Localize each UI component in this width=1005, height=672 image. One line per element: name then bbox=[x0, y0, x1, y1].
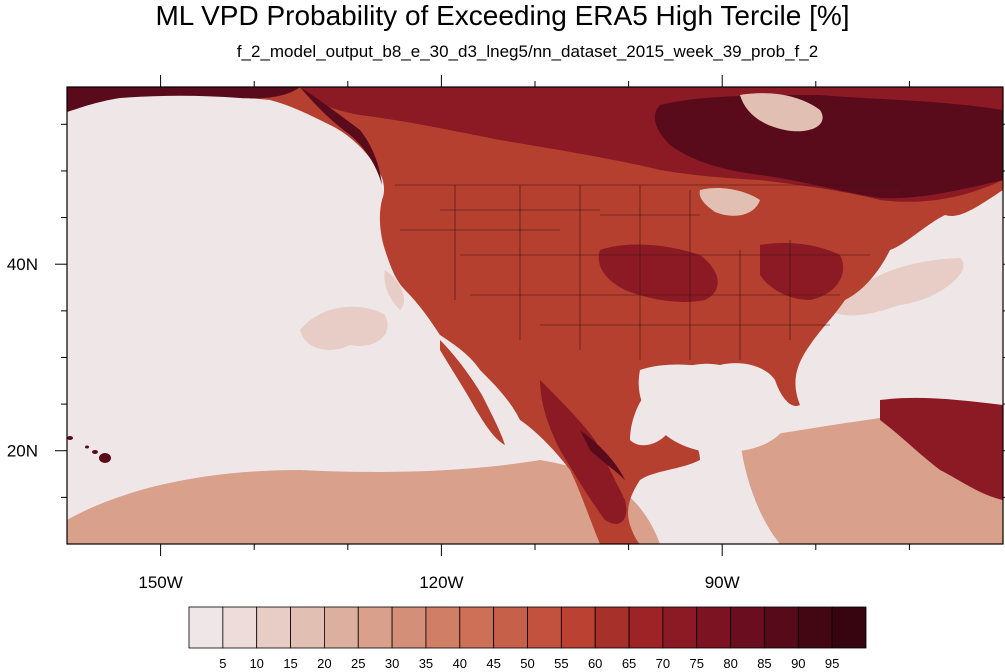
colorbar-level-label: 50 bbox=[520, 656, 534, 671]
colorbar-swatch bbox=[222, 606, 258, 649]
colorbar-swatch bbox=[425, 606, 461, 649]
colorbar-swatch bbox=[188, 606, 224, 649]
colorbar-swatch bbox=[493, 606, 528, 649]
state-boundaries bbox=[395, 184, 900, 360]
colorbar-level-label: 85 bbox=[757, 656, 771, 671]
colorbar-level-label: 25 bbox=[351, 656, 365, 671]
colorbar-level-label: 35 bbox=[419, 656, 433, 671]
ocean-probability-patch bbox=[67, 460, 660, 544]
colorbar-swatch bbox=[628, 606, 664, 649]
colorbar: 5 10 15 20 25 30 35 40 45 50 55 60 65 70 75 80 85 90 95 bbox=[188, 606, 867, 671]
latitude-label: 40N bbox=[7, 255, 38, 274]
high-probability-region bbox=[598, 244, 718, 302]
colorbar-swatch bbox=[323, 606, 359, 649]
colorbar-swatch bbox=[256, 606, 291, 649]
colorbar-level-label: 65 bbox=[622, 656, 636, 671]
high-probability-region bbox=[540, 380, 627, 524]
colorbar-swatch bbox=[730, 606, 765, 649]
map-plot-area bbox=[67, 87, 1003, 544]
colorbar-level-label: 20 bbox=[317, 656, 331, 671]
hawaii-islands bbox=[67, 436, 111, 463]
colorbar-level-label: 95 bbox=[825, 656, 839, 671]
colorbar-swatch bbox=[662, 606, 698, 649]
colorbar-swatch bbox=[357, 606, 393, 649]
map-title: ML VPD Probability of Exceeding ERA5 Hig… bbox=[155, 0, 850, 31]
colorbar-level-label: 75 bbox=[690, 656, 704, 671]
colorbar-swatch bbox=[764, 606, 799, 649]
ocean-probability-patch bbox=[384, 270, 405, 310]
longitude-label: 120W bbox=[419, 573, 463, 592]
colorbar-swatch bbox=[290, 606, 325, 649]
north-america-land bbox=[67, 87, 1003, 544]
axis-ticks bbox=[55, 75, 1005, 556]
ocean-probability-patch bbox=[830, 258, 964, 316]
very-high-probability-region bbox=[654, 95, 1003, 199]
very-high-probability-region bbox=[580, 430, 625, 480]
colorbar-swatch bbox=[594, 606, 630, 649]
high-probability-region bbox=[760, 243, 844, 300]
low-probability-region bbox=[699, 188, 760, 216]
colorbar-level-label: 15 bbox=[283, 656, 297, 671]
longitude-label: 90W bbox=[705, 573, 740, 592]
colorbar-swatch bbox=[459, 606, 495, 649]
colorbar-level-label: 45 bbox=[486, 656, 500, 671]
colorbar-swatch bbox=[831, 606, 867, 649]
colorbar-level-label: 60 bbox=[588, 656, 602, 671]
very-high-probability-region bbox=[67, 87, 300, 112]
low-probability-region bbox=[740, 93, 823, 132]
colorbar-level-label: 70 bbox=[656, 656, 670, 671]
colorbar-swatch bbox=[560, 606, 596, 649]
colorbar-level-label: 80 bbox=[723, 656, 737, 671]
colorbar-level-label: 30 bbox=[385, 656, 399, 671]
colorbar-swatch bbox=[696, 606, 731, 649]
map-subtitle: f_2_model_output_b8_e_30_d3_lneg5/nn_dat… bbox=[236, 42, 819, 61]
colorbar-swatch bbox=[797, 606, 833, 649]
colorbar-level-label: 90 bbox=[791, 656, 805, 671]
colorbar-level-label: 40 bbox=[453, 656, 467, 671]
colorbar-swatch bbox=[391, 606, 427, 649]
colorbar-swatch bbox=[527, 606, 562, 649]
axis-labels: 150W 120W 90W 40N 20N bbox=[7, 255, 740, 592]
gulf-of-mexico bbox=[638, 364, 790, 453]
colorbar-level-label: 5 bbox=[219, 656, 226, 671]
ocean-probability-patch bbox=[300, 306, 388, 350]
longitude-label: 150W bbox=[138, 573, 182, 592]
baja-california-land bbox=[440, 340, 505, 445]
latitude-label: 20N bbox=[7, 442, 38, 461]
high-probability-region bbox=[880, 397, 1003, 500]
colorbar-level-label: 10 bbox=[249, 656, 263, 671]
colorbar-level-label: 55 bbox=[554, 656, 568, 671]
